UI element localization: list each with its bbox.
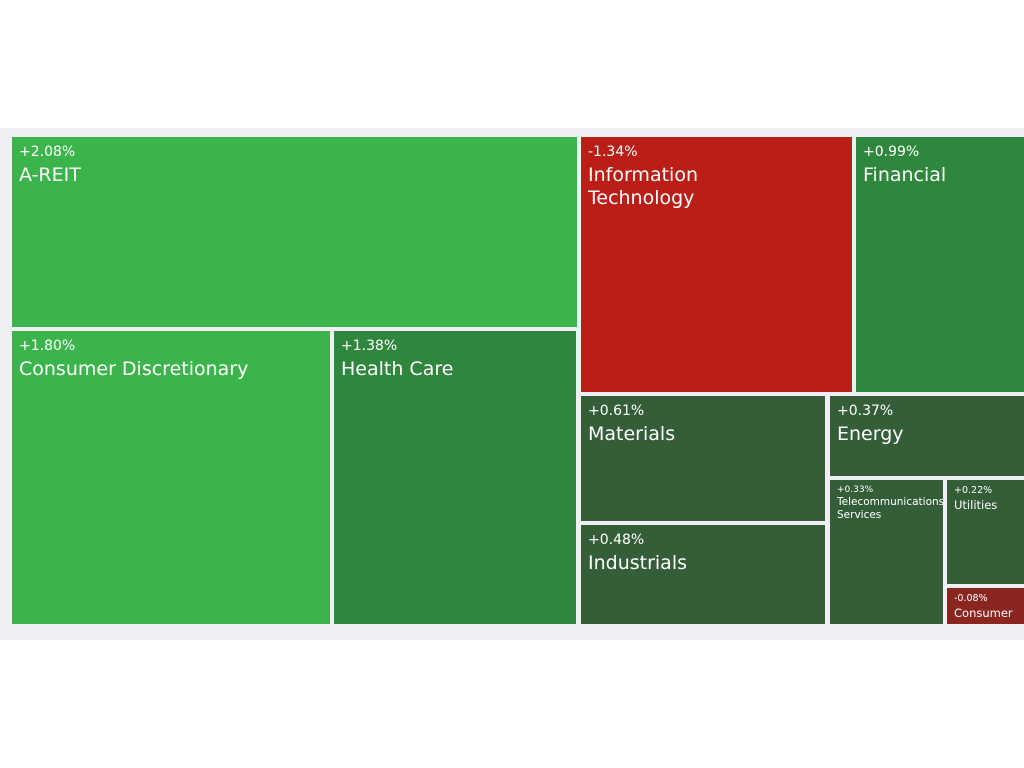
tile-financial[interactable]: +0.99% Financial: [856, 137, 1024, 392]
tile-utilities[interactable]: +0.22% Utilities: [947, 480, 1024, 584]
tile-change: -0.08%: [954, 593, 988, 604]
tile-change: +0.22%: [954, 485, 993, 496]
sector-treemap: +2.08% A-REIT +1.80% Consumer Discretion…: [0, 128, 1024, 640]
tile-label: Telecommunications Services: [837, 496, 943, 521]
tile-change: +1.80%: [19, 338, 76, 354]
tile-label: A-REIT: [19, 164, 81, 186]
tile-label: Consumer Discretionary: [19, 358, 249, 380]
tile-label: Utilities: [954, 498, 998, 512]
tile-label: Information Technology: [588, 164, 698, 209]
tile-consumer-discretionary[interactable]: +1.80% Consumer Discretionary: [12, 331, 330, 624]
tile-a-reit[interactable]: +2.08% A-REIT: [12, 137, 577, 327]
tile-energy[interactable]: +0.37% Energy: [830, 396, 1024, 476]
tile-change: +0.48%: [588, 532, 645, 548]
tile-change: +0.37%: [837, 403, 894, 419]
tile-label: Industrials: [588, 552, 688, 574]
tile-change: +0.61%: [588, 403, 645, 419]
tile-label: Health Care: [341, 358, 454, 380]
tile-change: +0.99%: [863, 144, 920, 160]
tile-information-technology[interactable]: -1.34% Information Technology: [581, 137, 852, 392]
tile-label: Materials: [588, 423, 676, 445]
tile-change: +2.08%: [19, 144, 76, 160]
tile-change: -1.34%: [588, 144, 638, 160]
tile-materials[interactable]: +0.61% Materials: [581, 396, 825, 521]
tile-label: Energy: [837, 423, 904, 445]
tile-change: +1.38%: [341, 338, 398, 354]
tile-industrials[interactable]: +0.48% Industrials: [581, 525, 825, 624]
tile-label: Financial: [863, 164, 947, 186]
tile-health-care[interactable]: +1.38% Health Care: [334, 331, 576, 624]
tile-change: +0.33%: [837, 485, 874, 495]
tile-label: Consumer: [954, 606, 1013, 620]
tile-telecommunications-services[interactable]: +0.33% Telecommunications Services: [830, 480, 943, 624]
tile-consumer[interactable]: -0.08% Consumer: [947, 588, 1024, 624]
